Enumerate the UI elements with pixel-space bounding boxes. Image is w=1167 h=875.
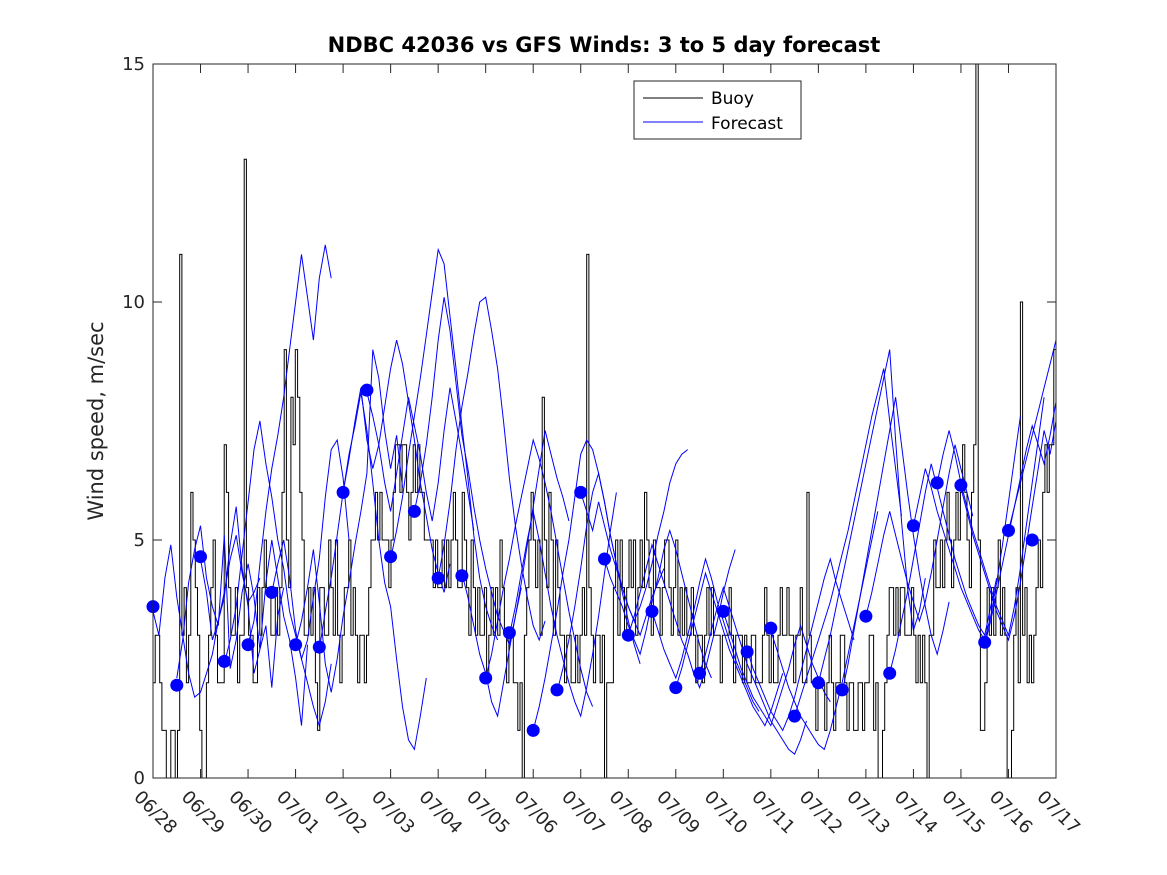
forecast-point: [645, 604, 659, 618]
forecast-point: [811, 676, 825, 690]
y-tick-label: 10: [122, 292, 145, 313]
chart-title: NDBC 42036 vs GFS Winds: 3 to 5 day fore…: [328, 33, 881, 57]
forecast-point: [764, 621, 778, 635]
forecast-run-line: [318, 392, 427, 751]
forecast-run-line: [794, 368, 902, 717]
forecast-point: [194, 550, 207, 564]
forecast-run-line: [295, 349, 403, 693]
forecast-run-line: [556, 471, 665, 693]
forecast-point: [621, 628, 635, 642]
forecast-run-line: [722, 611, 831, 727]
forecast-point: [384, 550, 398, 564]
forecast-run-line: [746, 557, 855, 732]
forecast-point: [1025, 533, 1039, 547]
forecast-run-line: [152, 535, 261, 698]
forecast-point: [930, 476, 944, 490]
forecast-point: [954, 478, 968, 492]
forecast-run-line: [247, 244, 332, 645]
forecast-run-line: [817, 349, 926, 683]
forecast-point: [574, 485, 588, 499]
forecast-run-line: [485, 438, 594, 707]
forecast-point: [241, 638, 255, 652]
forecast-point: [598, 552, 611, 566]
y-tick-label: 0: [134, 768, 145, 789]
forecast-run-line: [651, 557, 760, 712]
forecast-point: [360, 383, 374, 397]
plot-area: [146, 63, 1057, 779]
legend: Buoy Forecast: [633, 80, 802, 140]
forecast-run-line: [627, 542, 736, 690]
forecast-run-line: [699, 585, 807, 756]
forecast-point: [693, 666, 707, 680]
forecast-point: [835, 683, 849, 697]
forecast-point: [906, 519, 920, 533]
forecast-run-line: [960, 340, 1057, 642]
forecast-point: [336, 485, 350, 499]
y-axis-label: Wind speed, m/sec: [84, 321, 108, 520]
forecast-run-line: [936, 397, 1045, 637]
forecast-point: [312, 640, 326, 654]
forecast-run-line: [271, 438, 350, 661]
legend-forecast-label: Forecast: [711, 114, 783, 134]
forecast-run-line: [675, 571, 784, 727]
y-tick-label: 5: [134, 530, 145, 551]
forecast-point: [788, 709, 802, 723]
y-tick-label: 15: [122, 54, 145, 75]
forecast-run-line: [223, 420, 332, 728]
forecast-run-line: [390, 247, 499, 641]
forecast-point: [859, 609, 873, 623]
forecast-point: [1002, 524, 1015, 537]
forecast-point: [407, 504, 421, 518]
forecast-run-line: [889, 463, 998, 674]
forecast-run-line: [200, 506, 308, 726]
forecast-point: [289, 638, 303, 652]
forecast-run-line: [841, 397, 950, 693]
forecast-point: [883, 666, 897, 680]
forecast-run-line: [366, 387, 475, 531]
forecast-run-line: [1008, 330, 1057, 531]
forecast-run-line: [437, 296, 546, 642]
forecast-point: [716, 604, 730, 618]
forecast-run-line: [912, 416, 1021, 642]
forecast-run-line: [580, 449, 689, 623]
forecast-run-line: [176, 525, 285, 688]
forecast-point: [502, 626, 516, 640]
forecast-run-line: [984, 335, 1057, 645]
forecast-point: [170, 678, 184, 692]
axes-box: [152, 63, 1057, 779]
forecast-run-line: [461, 430, 570, 718]
forecast-point: [217, 654, 231, 668]
forecast-point: [978, 635, 992, 649]
buoy-series-line: [153, 63, 1056, 779]
legend-buoy-label: Buoy: [711, 89, 754, 109]
forecast-run-line: [865, 444, 974, 623]
forecast-point: [740, 645, 754, 659]
forecast-point: [479, 671, 493, 685]
forecast-point: [431, 571, 445, 585]
legend-box: [633, 80, 802, 140]
forecast-point: [455, 569, 469, 583]
forecast-point: [550, 683, 564, 697]
forecast-point: [265, 585, 279, 599]
forecast-point: [526, 723, 540, 737]
forecast-run-line: [508, 492, 617, 718]
forecast-point: [669, 681, 683, 695]
forecast-run-line: [532, 438, 641, 731]
